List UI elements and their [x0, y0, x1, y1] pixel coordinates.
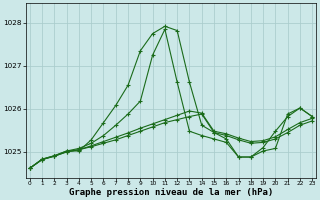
X-axis label: Graphe pression niveau de la mer (hPa): Graphe pression niveau de la mer (hPa): [69, 188, 273, 197]
